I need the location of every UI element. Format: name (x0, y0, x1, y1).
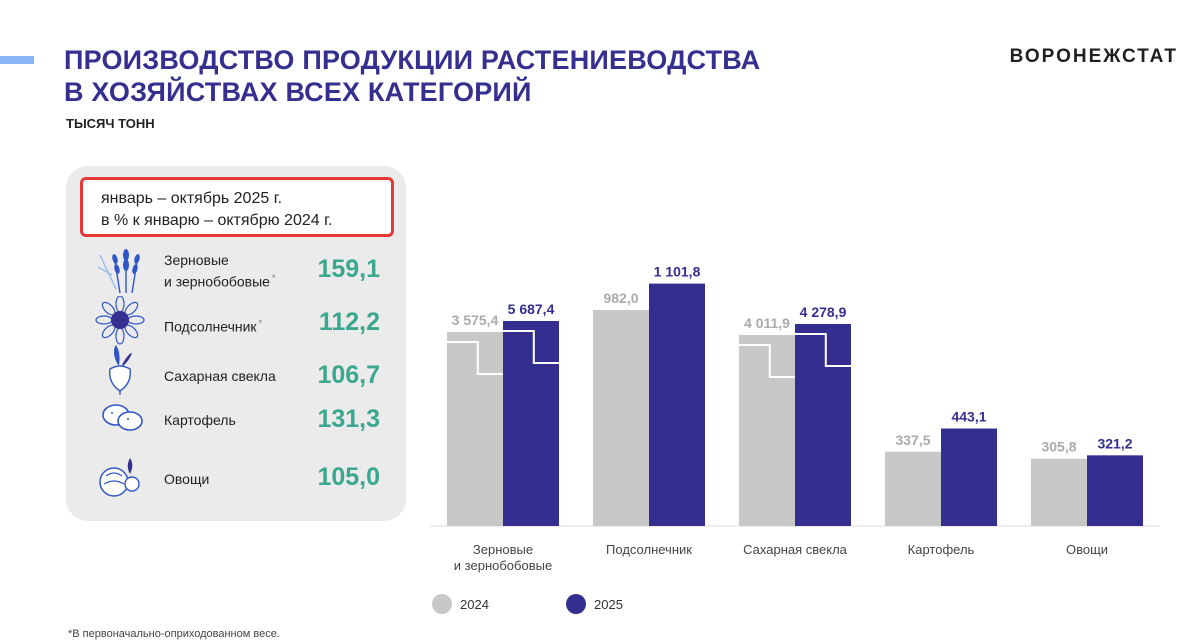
data-label: 305,8 (1041, 439, 1076, 455)
bar-2024 (1031, 458, 1087, 526)
bar-2025 (1087, 455, 1143, 526)
indicator-name: Подсолнечник * (164, 318, 263, 335)
units-label: ТЫСЯЧ ТОНН (66, 116, 155, 131)
data-label: 1 101,8 (654, 264, 701, 280)
data-label: 321,2 (1097, 435, 1132, 451)
indicator-row-grain: Зерновые и зернобобовые * 159,1 (92, 245, 392, 295)
legend-swatch (432, 594, 452, 614)
indicator-row-vegetables: Овощи 105,0 (92, 452, 392, 502)
footnote: *В первоначально-оприходованном весе. (68, 628, 280, 640)
indicator-value: 106,7 (317, 361, 380, 389)
data-label: 3 575,4 (452, 312, 499, 328)
indicator-value: 131,3 (317, 405, 380, 433)
axis-break-mark (447, 341, 503, 375)
footnote-mark: * (258, 318, 263, 328)
bar-2025 (941, 428, 997, 526)
bar-2025 (649, 283, 705, 526)
axis-break-mark (739, 344, 795, 378)
category-label: Картофель (908, 542, 975, 557)
indicator-name: Картофель (164, 412, 236, 428)
brand-logo-text: ВОРОНЕЖСТАТ (1009, 46, 1178, 67)
bar-2025 (503, 321, 559, 526)
data-label: 443,1 (951, 409, 986, 425)
legend-label: 2024 (460, 597, 489, 612)
bar-2024 (885, 451, 941, 526)
indicator-name: Овощи (164, 471, 210, 487)
indicator-name: Зерновые и зернобобовые * (164, 252, 276, 290)
axis-break-mark (795, 333, 851, 367)
indicator-value: 105,0 (317, 463, 380, 491)
legend-swatch (566, 594, 586, 614)
bar-2024 (447, 332, 503, 526)
category-label: Зерновые и зернобобовые (454, 542, 552, 573)
indicator-row-potato: Картофель 131,3 (92, 395, 392, 445)
title-line-1: ПРОИЗВОДСТВО ПРОДУКЦИИ РАСТЕНИЕВОДСТВА (64, 45, 761, 75)
period-line-1: январь – октябрь 2025 г. (101, 190, 283, 207)
data-label: 4 011,9 (744, 315, 790, 331)
sugar-beet-icon (109, 345, 132, 395)
data-label: 5 687,4 (508, 301, 555, 317)
accent-bar (0, 56, 34, 64)
data-label: 4 278,9 (800, 304, 847, 320)
indicator-value: 159,1 (317, 255, 380, 283)
footnote-mark: * (271, 273, 276, 283)
indicator-row-sunflower: Подсолнечник * 112,2 (92, 296, 392, 346)
bar-2024 (739, 335, 795, 526)
production-bar-chart: 3 575,4 5 687,4 Зерновые и зернобобовые 982,… (430, 264, 1160, 573)
data-label: 337,5 (895, 432, 930, 448)
axis-break-mark (503, 330, 559, 364)
category-label: Подсолнечник (606, 542, 692, 557)
data-label: 982,0 (603, 290, 638, 306)
category-label: Сахарная свекла (743, 542, 848, 557)
wheat-icon (97, 249, 140, 294)
indicator-name: Сахарная свекла (164, 368, 276, 384)
bar-2025 (795, 324, 851, 526)
page-title: ПРОИЗВОДСТВО ПРОДУКЦИИ РАСТЕНИЕВОДСТВА В… (64, 44, 760, 108)
category-label: Овощи (1066, 542, 1108, 557)
indicator-row-sugar-beet: Сахарная свекла 106,7 (92, 345, 392, 395)
sunflower-icon (95, 296, 145, 345)
potato-icon (102, 404, 143, 431)
indicator-value: 112,2 (318, 308, 380, 336)
period-box: январь – октябрь 2025 г. в % к январю – … (80, 177, 394, 237)
title-line-2: В ХОЗЯЙСТВАХ ВСЕХ КАТЕГОРИЙ (64, 77, 532, 107)
period-line-2: в % к январю – октябрю 2024 г. (101, 212, 333, 229)
legend-label: 2025 (594, 597, 623, 612)
vegetables-icon (99, 458, 140, 497)
bar-2024 (593, 309, 649, 526)
